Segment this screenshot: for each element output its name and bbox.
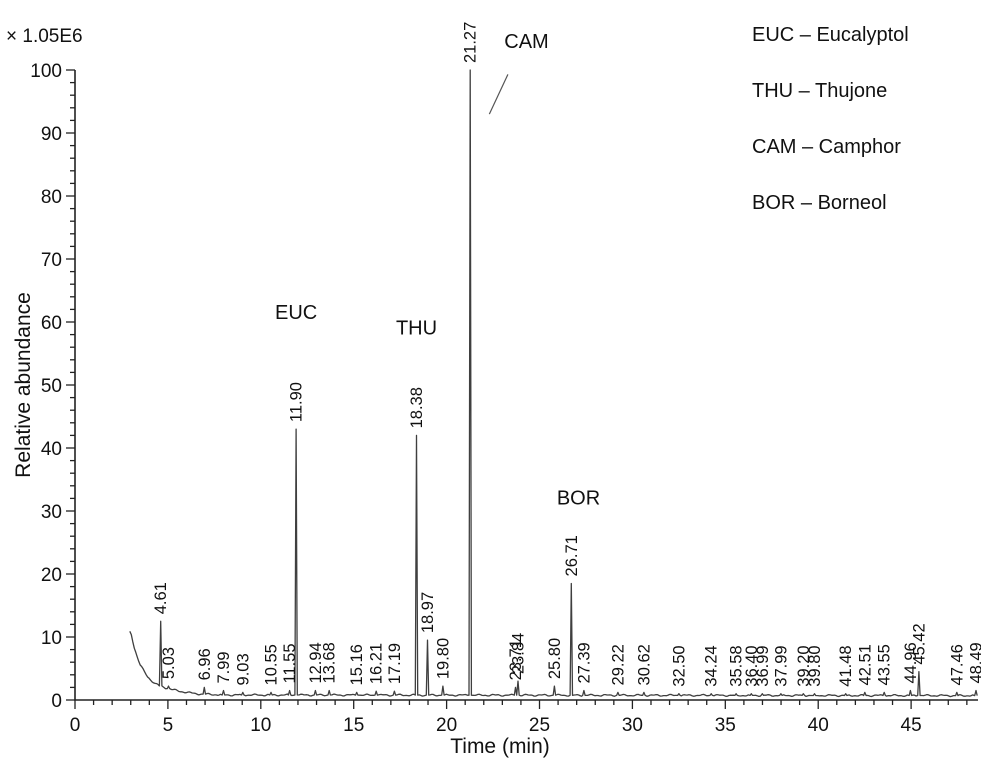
x-tick-label: 35 [715, 715, 736, 736]
peak-label: 23.84 [509, 633, 527, 674]
y-tick-label: 10 [41, 628, 62, 649]
peak-label: 7.99 [215, 651, 233, 683]
peak-label: 39.80 [806, 645, 824, 686]
y-tick-label: 60 [41, 313, 62, 334]
compound-label-cam: CAM [504, 31, 548, 53]
peak-label: 11.90 [288, 382, 306, 422]
peak-label: 18.97 [419, 592, 437, 633]
peak-label: 36.40 [743, 645, 761, 686]
y-tick-label: 50 [41, 376, 62, 397]
y-axis-title: Relative abundance [12, 292, 35, 478]
x-tick-label: 10 [250, 715, 271, 736]
legend-item-thu: THU – Thujone [752, 80, 888, 102]
peak-label: 29.22 [609, 644, 627, 685]
peak-label: 15.16 [348, 644, 366, 685]
peak-label: 35.58 [728, 645, 746, 686]
peak-label: 30.62 [635, 644, 653, 685]
compound-label-euc: EUC [275, 302, 317, 324]
peak-label: 48.49 [967, 642, 981, 683]
peak-label: 23.71 [507, 639, 525, 680]
peak-label: 32.50 [670, 645, 688, 686]
compound-label-thu: THU [396, 318, 437, 340]
x-tick-label: 20 [436, 715, 457, 736]
peak-label: 41.48 [837, 645, 855, 686]
x-tick-label: 0 [70, 715, 81, 736]
peak-label: 16.21 [368, 643, 386, 684]
y-tick-label: 90 [41, 124, 62, 145]
peak-label: 12.94 [307, 642, 325, 683]
x-tick-label: 30 [622, 715, 643, 736]
peak-label: 47.46 [948, 644, 966, 685]
peak-label: 43.55 [876, 644, 894, 685]
peak-label: 4.61 [152, 582, 170, 614]
y-tick-label: 70 [41, 250, 62, 271]
y-tick-label: 30 [41, 502, 62, 523]
x-tick-label: 40 [808, 715, 829, 736]
y-tick-label: 40 [41, 439, 62, 460]
compound-label-bor: BOR [557, 488, 600, 510]
x-tick-label: 15 [343, 715, 364, 736]
peak-label: 42.51 [856, 644, 874, 685]
peak-label: 34.24 [703, 645, 721, 686]
peak-label: 18.38 [408, 387, 426, 428]
x-axis-title: Time (min) [450, 735, 550, 758]
peak-label: 5.03 [160, 647, 178, 679]
peak-label: 10.55 [263, 644, 281, 685]
legend: EUC – Eucalyptol THU – Thujone CAM – Cam… [752, 24, 909, 248]
x-tick-label: 45 [901, 715, 922, 736]
legend-item-euc: EUC – Eucalyptol [752, 24, 909, 46]
y-tick-label: 80 [41, 187, 62, 208]
peak-label: 6.96 [196, 648, 214, 680]
x-tick-label: 25 [529, 715, 550, 736]
peak-label: 37.99 [772, 645, 790, 686]
y-tick-label: 0 [51, 691, 62, 712]
legend-item-cam: CAM – Camphor [752, 136, 901, 158]
y-axis-scale-label: × 1.05E6 [6, 26, 83, 47]
peak-label: 17.19 [386, 643, 404, 684]
y-tick-label: 100 [30, 61, 62, 82]
peak-label: 45.42 [910, 623, 928, 664]
peak-label: 25.80 [546, 638, 564, 679]
peak-label: 39.20 [795, 645, 813, 686]
y-tick-label: 20 [41, 565, 62, 586]
peak-label: 11.55 [281, 643, 299, 683]
peak-label: 36.99 [754, 645, 772, 686]
peak-label: 13.68 [321, 642, 339, 683]
annotation-leader-line [488, 74, 509, 115]
peak-label: 21.27 [462, 22, 480, 63]
legend-item-bor: BOR – Borneol [752, 192, 887, 214]
peak-label: 19.80 [434, 638, 452, 679]
chromatogram-trace [129, 69, 978, 698]
peak-label: 9.03 [234, 653, 252, 685]
peak-label: 27.39 [575, 642, 593, 683]
peak-label: 26.71 [563, 535, 581, 576]
peak-label: 44.96 [902, 642, 920, 683]
x-tick-label: 5 [163, 715, 174, 736]
